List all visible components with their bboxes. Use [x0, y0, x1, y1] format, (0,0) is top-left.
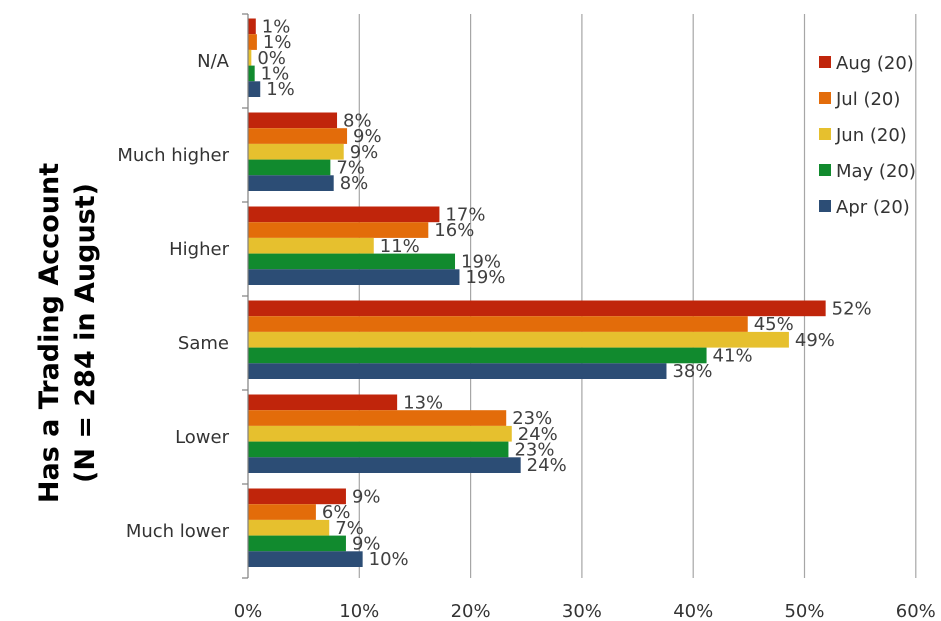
data-label: 24%	[518, 424, 558, 445]
axes: 0% 10% 20% 30% 40% 50% 60% N/A Much higher Higher…	[117, 13, 936, 621]
bar	[248, 363, 667, 379]
y-axis-title-line-2: (N = 284 in August)	[70, 183, 101, 483]
data-label: 9%	[353, 126, 382, 147]
data-label: 8%	[340, 173, 369, 194]
x-tick-label: 20%	[451, 601, 491, 621]
legend-swatch	[819, 200, 831, 212]
legend-label: Jun (20)	[835, 125, 907, 146]
data-label: 1%	[262, 16, 291, 37]
data-label: 23%	[512, 408, 552, 429]
bar	[248, 34, 257, 50]
bar	[248, 237, 374, 254]
bar	[248, 457, 521, 473]
bar	[248, 112, 338, 129]
data-label: 0%	[257, 48, 286, 69]
bars	[248, 18, 826, 567]
gridlines	[358, 14, 917, 578]
bar	[248, 206, 440, 223]
bar	[248, 81, 261, 97]
bar	[248, 441, 509, 458]
bar	[248, 49, 252, 66]
data-label: 49%	[795, 330, 835, 351]
bar	[248, 175, 334, 191]
bar	[248, 331, 789, 348]
data-label: 9%	[350, 142, 379, 163]
bar	[248, 519, 330, 536]
data-label: 19%	[465, 267, 505, 288]
bar	[248, 504, 316, 520]
data-label: 6%	[322, 502, 351, 523]
bar	[248, 316, 748, 332]
bar	[248, 159, 331, 176]
bar	[248, 535, 346, 552]
bar	[248, 300, 826, 317]
bar	[248, 128, 348, 144]
legend-swatch	[819, 92, 831, 104]
bar	[248, 18, 256, 35]
bar	[248, 253, 456, 270]
data-label: 8%	[343, 110, 372, 131]
data-label: 7%	[336, 157, 365, 178]
data-label: 38%	[672, 361, 712, 382]
bar	[248, 425, 512, 442]
data-label: 11%	[380, 236, 420, 257]
x-tick-label: 50%	[784, 601, 824, 621]
legend: Aug (20) Jul (20) Jun (20) May (20) Apr (20)	[819, 53, 916, 218]
category-label: Lower	[175, 427, 230, 448]
data-label: 45%	[754, 314, 794, 335]
bar	[248, 347, 707, 364]
legend-label: Aug (20)	[836, 53, 914, 74]
bar	[248, 551, 363, 567]
data-label: 23%	[514, 439, 554, 460]
x-tick-label: 40%	[673, 601, 713, 621]
bar	[248, 65, 255, 82]
bar	[248, 143, 344, 160]
category-label: N/A	[197, 51, 230, 72]
data-label: 9%	[352, 533, 381, 554]
x-tick-label: 10%	[339, 601, 379, 621]
data-label: 1%	[263, 32, 292, 53]
bar	[248, 488, 346, 505]
data-label: 19%	[461, 251, 501, 272]
bar	[248, 410, 507, 426]
legend-swatch	[819, 56, 831, 68]
data-label: 16%	[434, 220, 474, 241]
data-label: 7%	[335, 518, 364, 539]
data-label: 10%	[369, 549, 409, 570]
legend-label: May (20)	[836, 161, 916, 182]
y-axis-title-line-1: Has a Trading Account	[34, 163, 65, 503]
data-label: 17%	[445, 204, 485, 225]
x-tick-label: 30%	[562, 601, 602, 621]
data-label: 52%	[832, 298, 872, 319]
data-label: 24%	[527, 455, 567, 476]
data-label: 1%	[266, 79, 295, 100]
legend-swatch	[819, 164, 831, 176]
bar	[248, 269, 460, 285]
bar	[248, 222, 429, 238]
data-label: 13%	[403, 392, 443, 413]
data-label: 1%	[261, 63, 290, 84]
bar	[248, 394, 398, 411]
legend-label: Jul (20)	[835, 89, 900, 110]
x-tick-label: 0%	[234, 601, 263, 621]
data-labels: 1%1%0%1%1%8%9%9%7%8%17%16%11%19%19%52%45…	[257, 16, 871, 570]
category-label: Higher	[169, 239, 229, 260]
category-label: Same	[178, 333, 229, 354]
legend-swatch	[819, 128, 831, 140]
legend-label: Apr (20)	[836, 197, 910, 218]
category-label: Much higher	[117, 145, 229, 166]
data-label: 9%	[352, 486, 381, 507]
category-label: Much lower	[126, 521, 230, 542]
x-tick-label: 60%	[896, 601, 936, 621]
data-label: 41%	[713, 345, 753, 366]
